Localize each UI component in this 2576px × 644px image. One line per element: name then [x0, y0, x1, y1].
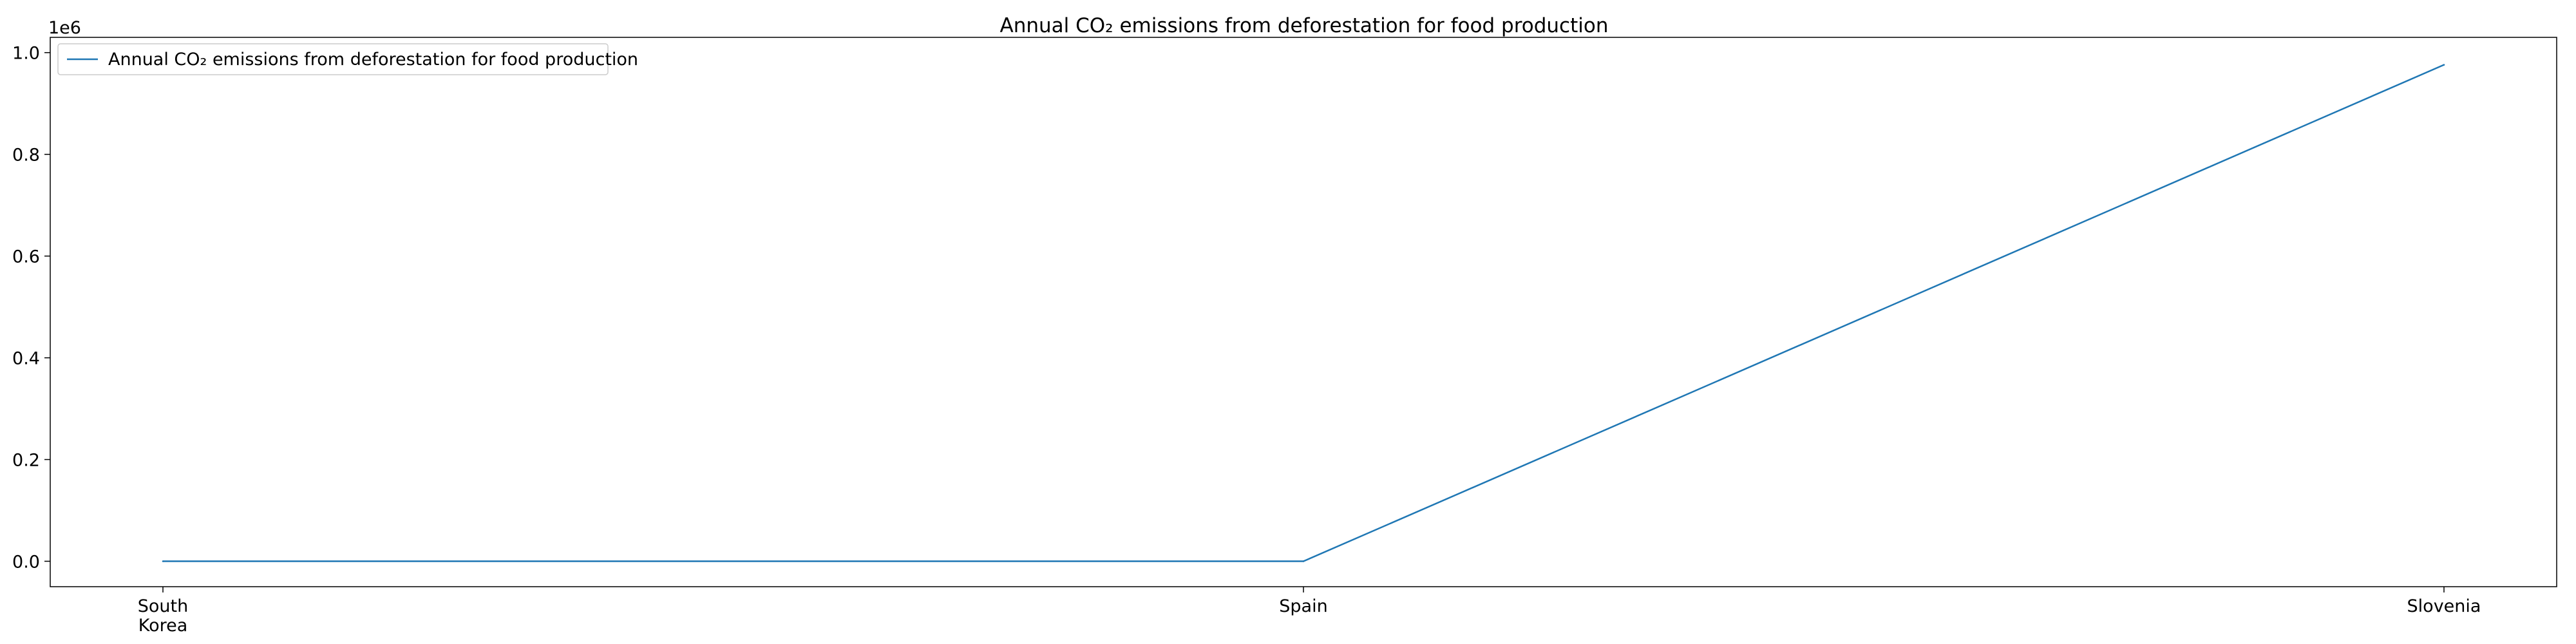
legend: Annual CO₂ emissions from deforestation … — [57, 43, 638, 75]
plot-area-frame — [50, 37, 2557, 587]
x-tick-label: South Korea — [138, 596, 188, 636]
x-tick-label: Spain — [1279, 596, 1327, 616]
y-tick-label: 0.8 — [12, 146, 40, 166]
legend-box — [57, 43, 609, 75]
y-tick-label: 0.4 — [12, 349, 40, 369]
series-group — [162, 64, 2445, 562]
legend-entry-label: Annual CO₂ emissions from deforestation … — [108, 50, 638, 70]
y-tick-label: 1.0 — [12, 44, 40, 64]
y-axis-offset-label: 1e6 — [48, 18, 81, 38]
y-axis-ticks: 0.0 0.2 0.4 0.6 0.8 1.0 — [12, 44, 50, 573]
series-point — [1302, 560, 1305, 562]
series-point — [2443, 64, 2445, 66]
x-axis-ticks: South Korea Spain Slovenia — [138, 587, 2481, 636]
y-tick-label: 0.0 — [12, 553, 40, 573]
series-point — [162, 560, 164, 562]
y-tick-label: 0.2 — [12, 451, 40, 471]
chart-title: Annual CO₂ emissions from deforestation … — [1000, 14, 1609, 37]
y-tick-label: 0.6 — [12, 247, 40, 267]
x-tick-label: Slovenia — [2407, 596, 2481, 616]
